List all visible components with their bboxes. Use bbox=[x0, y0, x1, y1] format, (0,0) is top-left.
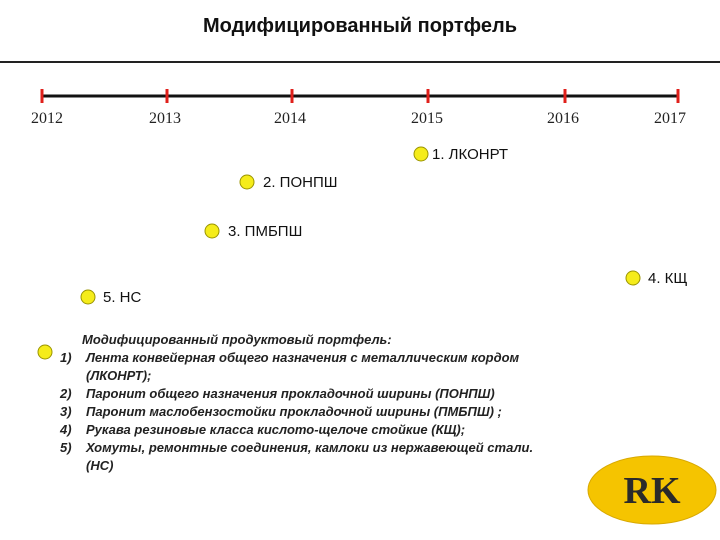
year: 2013 bbox=[149, 110, 181, 127]
year: 2012 bbox=[31, 110, 63, 127]
product-dot bbox=[413, 146, 429, 162]
product-label: 1. ЛКОНРТ bbox=[432, 146, 508, 163]
description-heading: Модифицированный продуктовый портфель: bbox=[82, 332, 392, 347]
product-label: 3. ПМБПШ bbox=[228, 223, 302, 240]
year: 2015 bbox=[411, 110, 443, 127]
list-text: (НС) bbox=[86, 458, 113, 473]
list-marker: 3) bbox=[60, 404, 72, 419]
list-marker: 1) bbox=[60, 350, 72, 365]
product-label: 4. КЩ bbox=[648, 270, 687, 287]
year: 2017 bbox=[654, 110, 686, 127]
logo-text: RK bbox=[624, 470, 681, 512]
list-text: Лента конвейерная общего назначения с ме… bbox=[85, 350, 520, 365]
list-text: Рукава резиновые класса кислото-щелоче с… bbox=[86, 422, 465, 437]
product-dot bbox=[239, 174, 255, 190]
list-text: Паронит общего назначения прокладочной ш… bbox=[86, 386, 495, 401]
list-marker: 2) bbox=[59, 386, 72, 401]
legend-dot bbox=[37, 344, 53, 360]
list-text: Паронит маслобензостойки прокладочной ши… bbox=[86, 404, 502, 419]
list-marker: 4) bbox=[59, 422, 72, 437]
product-dot bbox=[625, 270, 641, 286]
description-list: 1) Лента конвейерная общего назначения с … bbox=[59, 350, 533, 473]
list-text: Хомуты, ремонтные соединения, камлоки из… bbox=[85, 440, 533, 455]
timeline-ticks bbox=[40, 89, 680, 103]
product-label: 2. ПОНПШ bbox=[263, 174, 338, 191]
product-dot bbox=[80, 289, 96, 305]
year: 2016 bbox=[547, 110, 579, 127]
list-text: (ЛКОНРТ); bbox=[86, 368, 151, 383]
list-marker: 5) bbox=[60, 440, 72, 455]
logo-badge bbox=[587, 455, 717, 525]
title: Модифицированный портфель bbox=[203, 15, 517, 37]
year: 2014 bbox=[274, 110, 306, 127]
product-dot bbox=[204, 223, 220, 239]
product-label: 5. НС bbox=[103, 289, 142, 306]
